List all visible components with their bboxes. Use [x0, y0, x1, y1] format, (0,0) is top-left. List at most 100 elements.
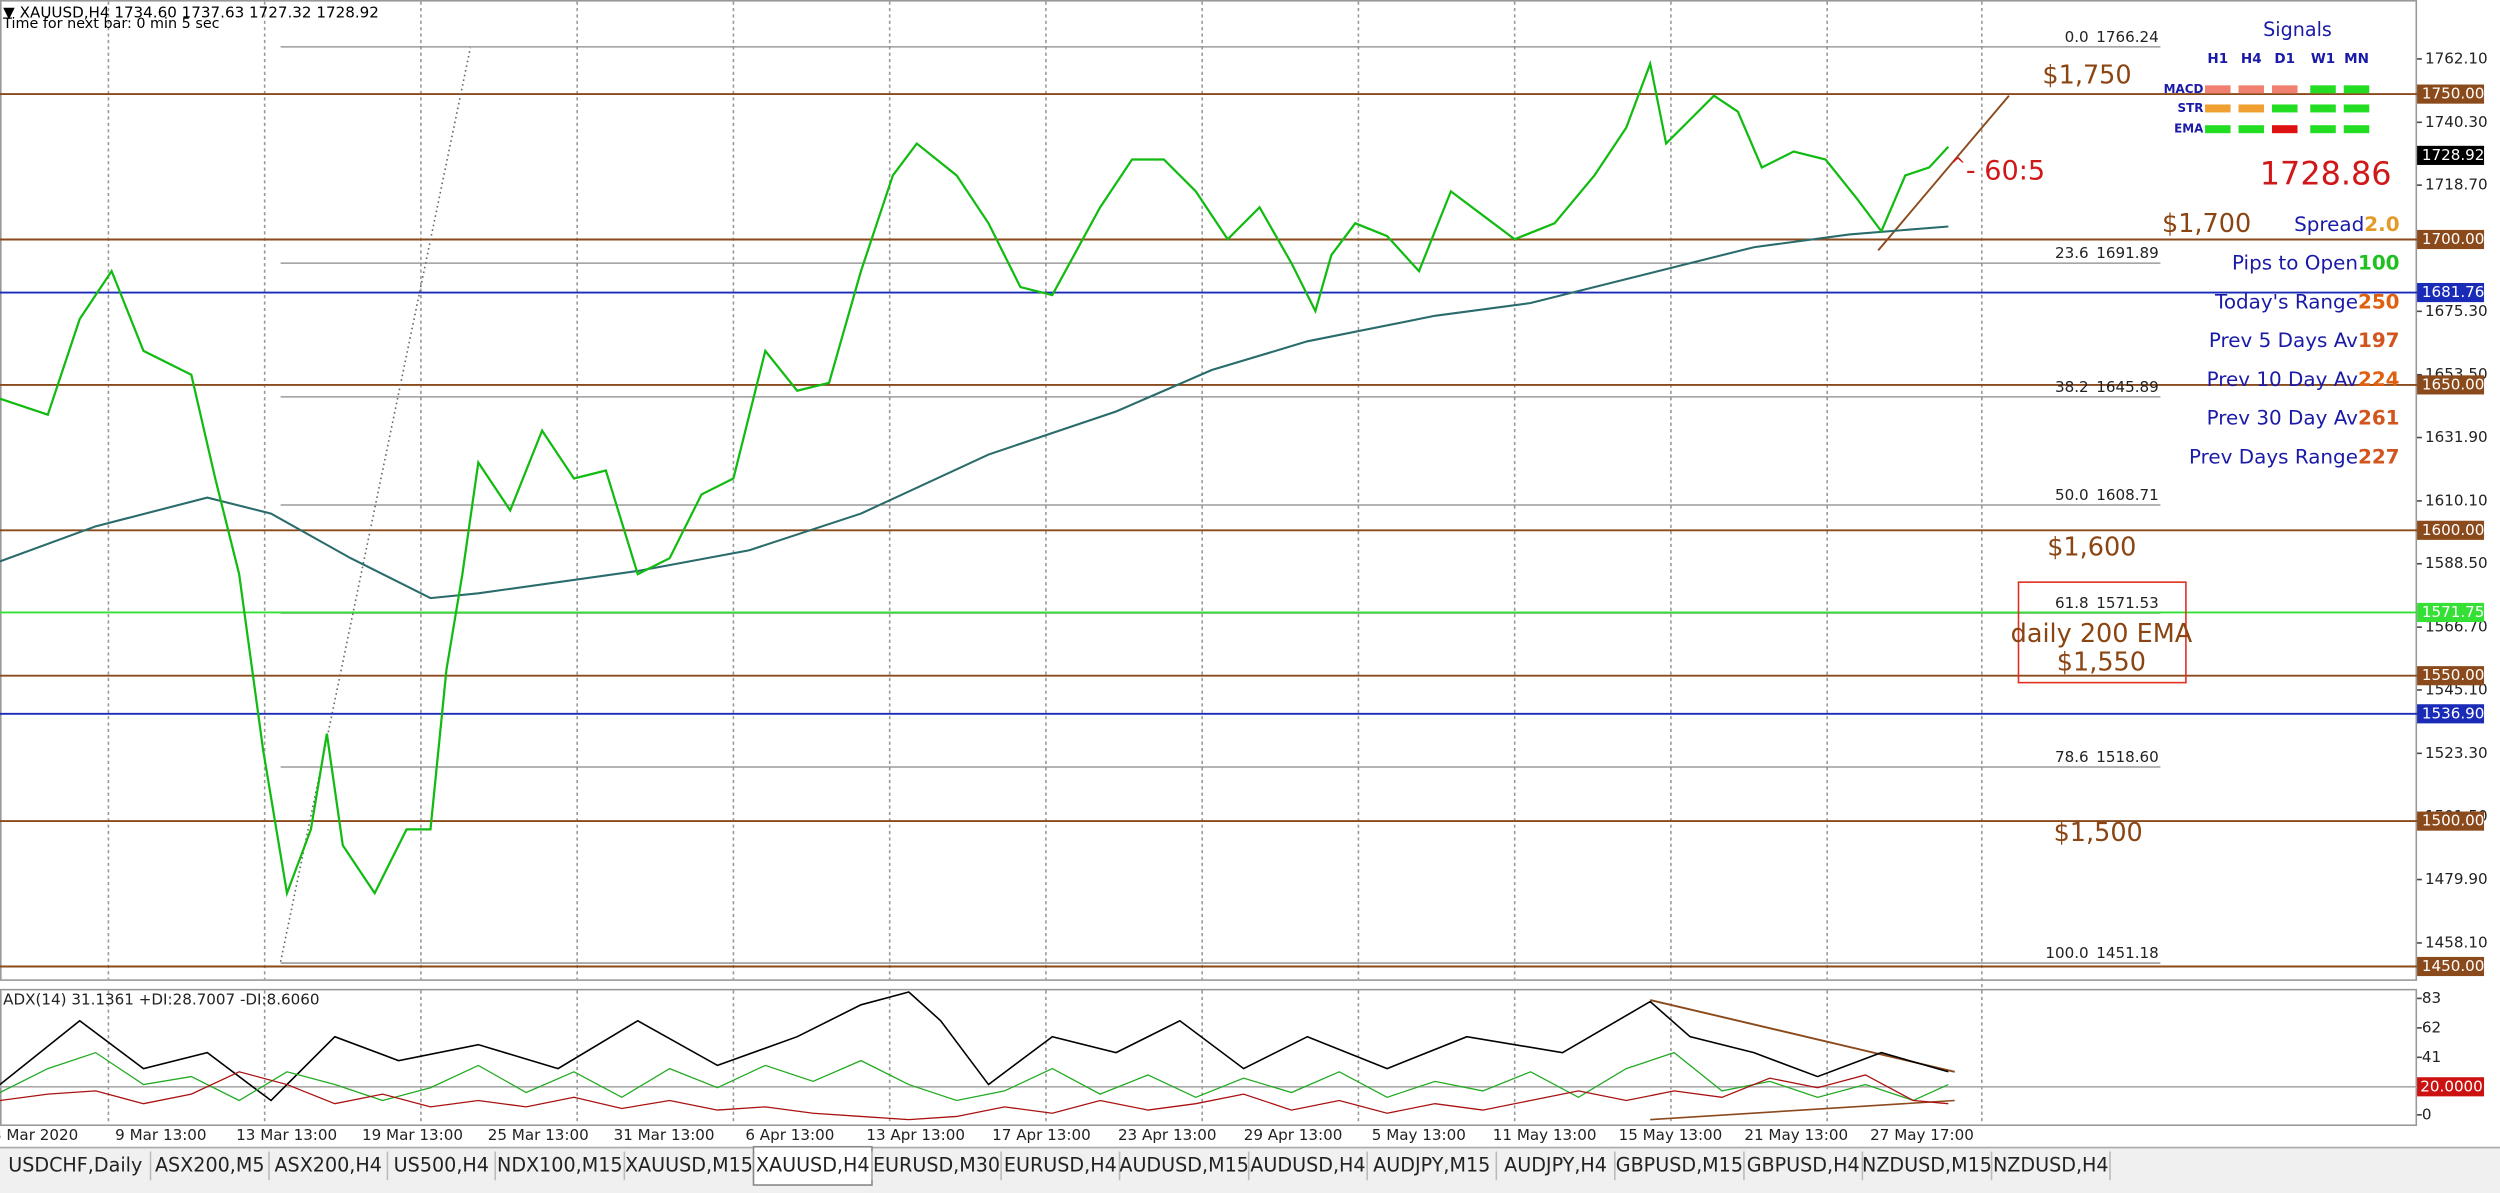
active-tab — [752, 1145, 873, 1186]
price-box — [2417, 602, 2485, 623]
time-label: 17 Apr 13:00 — [992, 1126, 1091, 1144]
tab[interactable]: NZDUSD,M15 — [1862, 1153, 1992, 1176]
price-tick-label: 1479.90 — [2425, 870, 2488, 888]
fib-price: 1766.24 — [2096, 28, 2159, 46]
signal-name: MACD — [2164, 82, 2204, 96]
adx-tick-label: 0 — [2422, 1105, 2432, 1123]
tab[interactable]: USDCHF,Daily — [8, 1153, 142, 1176]
timeframe: W1 — [2311, 51, 2335, 67]
tab[interactable]: XAUUSD,M15 — [625, 1153, 753, 1176]
signal-bar — [2343, 85, 2370, 94]
price-tick-label: 1588.50 — [2425, 554, 2488, 572]
tab[interactable]: EURUSD,M30 — [873, 1153, 1000, 1176]
fib-ratio: 78.6 — [2055, 748, 2089, 766]
fib-price: 1691.89 — [2096, 244, 2159, 262]
info-row: Prev 5 Days Av197 — [2209, 329, 2400, 352]
price-box-label: 1500.00 — [2422, 812, 2485, 830]
price-box — [2417, 84, 2485, 104]
price-tick-label: 1566.70 — [2425, 618, 2488, 636]
tab[interactable]: AUDJPY,H4 — [1504, 1153, 1607, 1176]
tab[interactable]: AUDUSD,H4 — [1250, 1153, 1365, 1176]
fib-ratio: 50.0 — [2055, 486, 2089, 504]
tab[interactable]: NDX100,M15 — [497, 1153, 623, 1176]
signal-bar — [2205, 125, 2231, 134]
price-box-label: 1450.00 — [2422, 957, 2485, 975]
signal-name: EMA — [2174, 122, 2204, 136]
price-box-label: 1728.92 — [2422, 146, 2485, 164]
price-box — [2417, 375, 2485, 395]
ratio-arrow: ^ — [1950, 153, 1966, 176]
adx-level-label: 20.0000 — [2420, 1077, 2483, 1095]
signal-bar — [2310, 85, 2336, 94]
info-row: Prev 10 Day Av224 — [2207, 367, 2400, 390]
adx-title: ADX(14) 31.1361 +DI:28.7007 -DI:8.6060 — [3, 991, 319, 1009]
info-row: Prev 30 Day Av261 — [2207, 406, 2400, 429]
tab[interactable]: NZDUSD,H4 — [1993, 1153, 2109, 1176]
price-tick-label: 1762.10 — [2425, 49, 2488, 67]
info-row: Pips to Open100 — [2232, 251, 2400, 274]
dynamic: 1762.101740.301718.701675.301653.501631.… — [0, 18, 2500, 1193]
signal-bar — [2205, 85, 2231, 94]
tab[interactable]: ASX200,H4 — [274, 1153, 381, 1176]
minus-di-line — [0, 1071, 1949, 1121]
price-tick-label: 1610.10 — [2425, 491, 2488, 509]
level-lines — [0, 46, 2418, 1088]
time-label: 21 May 13:00 — [1744, 1126, 1848, 1144]
fib-ratio: 0.0 — [2065, 28, 2089, 46]
tab[interactable]: EURUSD,H4 — [1004, 1153, 1117, 1176]
time-label: 6 Apr 13:00 — [745, 1126, 834, 1144]
info-label: Prev 10 Day Av — [2207, 367, 2359, 390]
tab[interactable]: GBPUSD,M15 — [1616, 1153, 1743, 1176]
fib-price: 1645.89 — [2096, 378, 2159, 396]
tab[interactable]: AUDUSD,M15 — [1119, 1153, 1249, 1176]
time-label: 23 Apr 13:00 — [1118, 1126, 1217, 1144]
time-label: 3 Mar 2020 — [0, 1126, 78, 1144]
annotation: daily 200 EMA — [2011, 619, 2193, 649]
fib-price: 1518.60 — [2096, 748, 2159, 766]
current-price: 1728.86 — [2260, 154, 2392, 192]
time-label: 11 May 13:00 — [1493, 1126, 1597, 1144]
info-value: 100 — [2358, 251, 2400, 274]
price-box — [2417, 704, 2485, 724]
price-tick-label: 1523.30 — [2425, 744, 2488, 762]
adx-tick-label: 83 — [2422, 989, 2441, 1007]
fib-ratio: 61.8 — [2055, 594, 2089, 612]
tab[interactable]: XAUUSD,H4 — [756, 1153, 870, 1176]
time-label: 27 May 17:00 — [1870, 1126, 1974, 1144]
annotation: $1,550 — [2057, 647, 2146, 677]
info-value: 250 — [2358, 290, 2400, 313]
price-box — [2417, 956, 2485, 977]
ratio: - 60:5 — [1966, 156, 2045, 187]
tab[interactable]: AUDJPY,M15 — [1373, 1153, 1490, 1176]
fib-price: 1451.18 — [2096, 944, 2159, 962]
price-box — [2417, 282, 2485, 303]
fib-ratio: 38.2 — [2055, 378, 2089, 396]
price-box — [2417, 229, 2485, 250]
fib-ratio: 100.0 — [2045, 944, 2088, 962]
info-label: Pips to Open — [2232, 251, 2358, 274]
price-box-label: 1550.00 — [2422, 666, 2485, 684]
adx-level-box — [2417, 1077, 2485, 1097]
info-label: Prev 5 Days Av — [2209, 329, 2358, 352]
tab[interactable]: ASX200,M5 — [155, 1153, 265, 1176]
price-tick-label: 1675.30 — [2425, 302, 2488, 320]
info-value: 261 — [2358, 406, 2400, 429]
adx-line — [0, 991, 1949, 1102]
time-label: 13 Mar 13:00 — [236, 1126, 337, 1144]
time-label: 25 Mar 13:00 — [488, 1126, 589, 1144]
tab[interactable]: US500,H4 — [394, 1153, 489, 1176]
time-label: 5 May 13:00 — [1372, 1126, 1466, 1144]
signals-title: Signals — [2263, 18, 2332, 41]
signal-bar — [2310, 104, 2336, 113]
signal-bar — [2238, 104, 2265, 113]
signal-bar — [2343, 104, 2370, 113]
signal-bar — [2310, 125, 2336, 134]
annotation: $1,500 — [2054, 818, 2143, 848]
price-box — [2417, 666, 2485, 686]
annotation: $1,600 — [2047, 533, 2136, 563]
price-tick-label: 1718.70 — [2425, 176, 2488, 194]
signal-bar — [2238, 85, 2265, 94]
tab[interactable]: GBPUSD,H4 — [1747, 1153, 1860, 1176]
